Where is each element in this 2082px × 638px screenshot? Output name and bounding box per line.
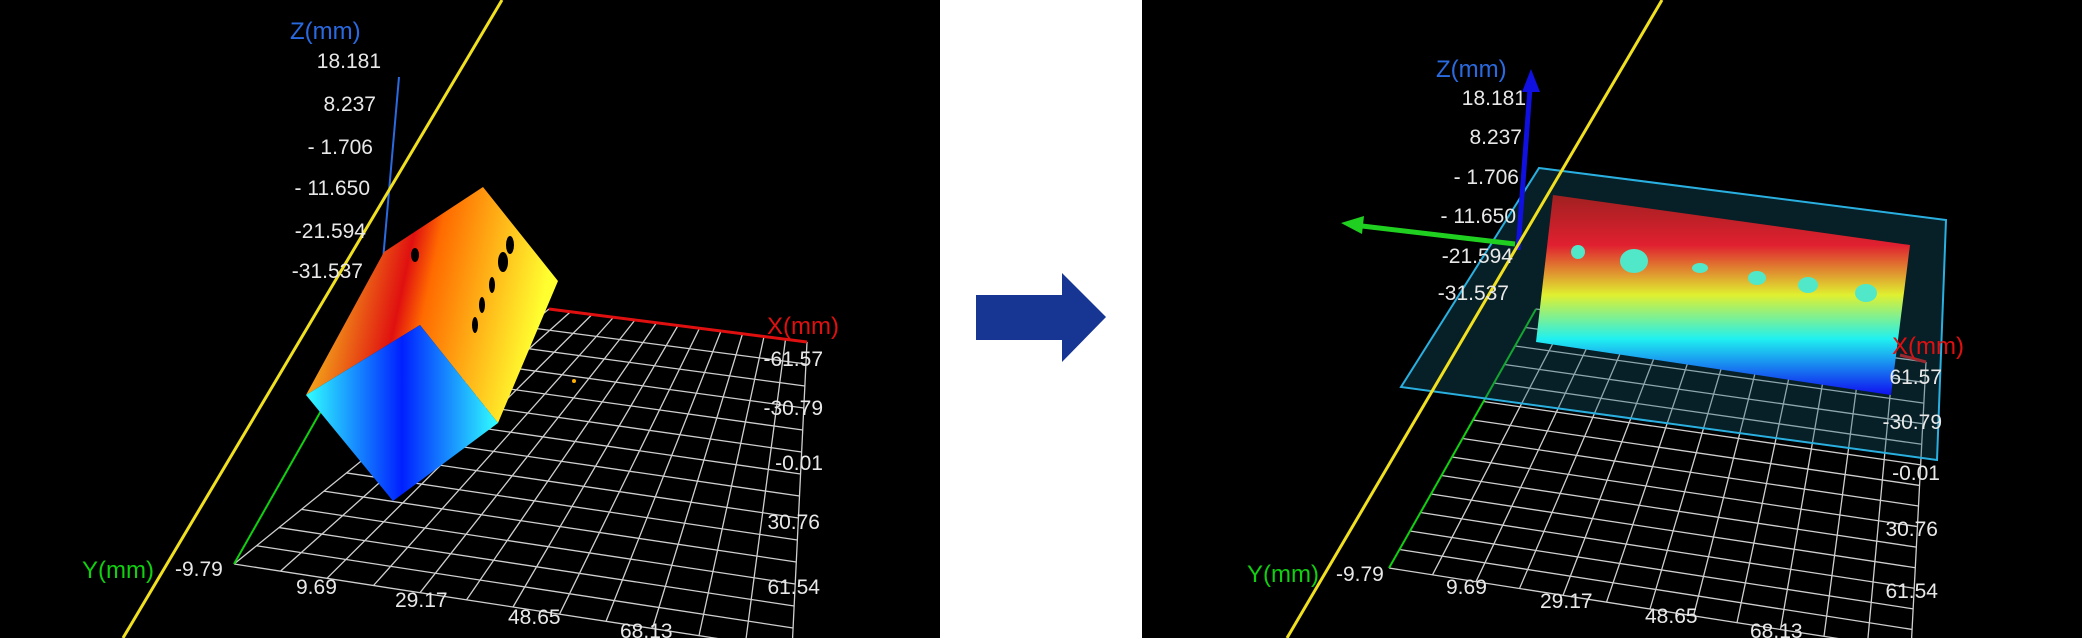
y-tick: 9.69 [296,576,337,599]
grid-line [1483,400,1921,466]
z-tick: - 1.706 [308,136,373,159]
grid-line [301,508,796,585]
y-tick: 48.65 [508,606,561,629]
x-axis-label: X(mm) [767,313,839,340]
x-axis-line [1899,353,1927,364]
z-tick: -31.537 [292,260,363,283]
y-tick: -9.79 [175,558,223,581]
y-tick: 29.17 [1540,590,1593,613]
grid-line [458,381,803,431]
y-tick: 48.65 [1645,605,1698,628]
x-tick: 30.76 [1885,518,1938,541]
y-tick: 9.69 [1446,576,1487,599]
x-tick: -0.01 [1892,462,1940,485]
grid-line [346,472,798,541]
x-tick: -0.01 [775,452,823,475]
point-cloud-object [1536,195,1910,395]
grid-line [503,344,805,387]
z-tick: -21.594 [295,220,367,243]
z-arrowhead-icon [1522,69,1540,92]
guide-line [121,0,504,638]
z-tick: -31.537 [1438,282,1509,305]
grid-line [1430,493,1916,569]
floor-grid [1388,308,1927,638]
y-tick: 29.17 [395,589,448,612]
y-axis-label: Y(mm) [82,557,154,584]
grid-line [1462,437,1919,507]
grid-line [1504,363,1923,425]
y-arrowhead-icon [1341,216,1364,234]
grid-line [256,545,794,629]
after-panel: Z(mm) 18.181 8.237 - 1.706 - 11.650 -21.… [1142,0,2082,638]
z-tick: - 11.650 [1441,205,1517,228]
z-tick: 18.181 [317,50,381,73]
floor-grid [233,308,808,638]
y-axis-line [233,394,331,565]
grid-line [1493,382,1922,445]
grid-line [233,563,719,638]
x-tick: 61.54 [1885,580,1938,603]
z-tick: - 11.650 [295,177,371,200]
y-axis-arrow [1361,223,1516,247]
z-tick: - 1.706 [1454,166,1519,189]
z-axis-label: Z(mm) [1436,56,1507,83]
point-cloud-object [306,187,576,501]
guide-line [1285,0,1664,638]
x-tick: -61.57 [763,348,823,371]
z-tick: 18.181 [1462,87,1526,110]
x-tick: -30.79 [1882,411,1942,434]
grid-line [1514,345,1924,404]
z-axis-line [382,76,400,261]
grid-line [1409,530,1914,610]
grid-line [278,526,795,607]
y-tick: -9.79 [1336,563,1384,586]
z-axis-label: Z(mm) [290,18,361,45]
z-axis-arrow [1515,87,1533,251]
z-tick: -21.594 [1442,245,1514,268]
x-axis-label: X(mm) [1892,333,1964,360]
x-axis-line [548,307,808,344]
y-tick: 68.13 [1750,620,1803,638]
x-tick: 30.76 [767,511,820,534]
x-tick: 61.54 [767,576,820,599]
x-tick: -30.79 [763,397,823,420]
grid-line [481,362,804,409]
right-arrow-icon [976,273,1106,362]
z-tick: 8.237 [323,93,376,116]
grid-line [1441,474,1917,548]
y-tick: 68.13 [620,620,673,638]
grid-line [1420,511,1915,589]
y-axis-label: Y(mm) [1247,561,1319,588]
grid-line [1451,456,1918,528]
grid-line [323,490,797,563]
z-tick: 8.237 [1469,126,1522,149]
before-panel: Z(mm) 18.181 8.237 - 1.706 - 11.650 -21.… [0,0,940,638]
grid-line [1399,548,1913,631]
y-axis-line [1388,308,1537,569]
grid-line [1472,419,1920,487]
x-tick: 61.57 [1889,366,1942,389]
grid-line [1388,567,1839,638]
grid-line [526,326,807,365]
